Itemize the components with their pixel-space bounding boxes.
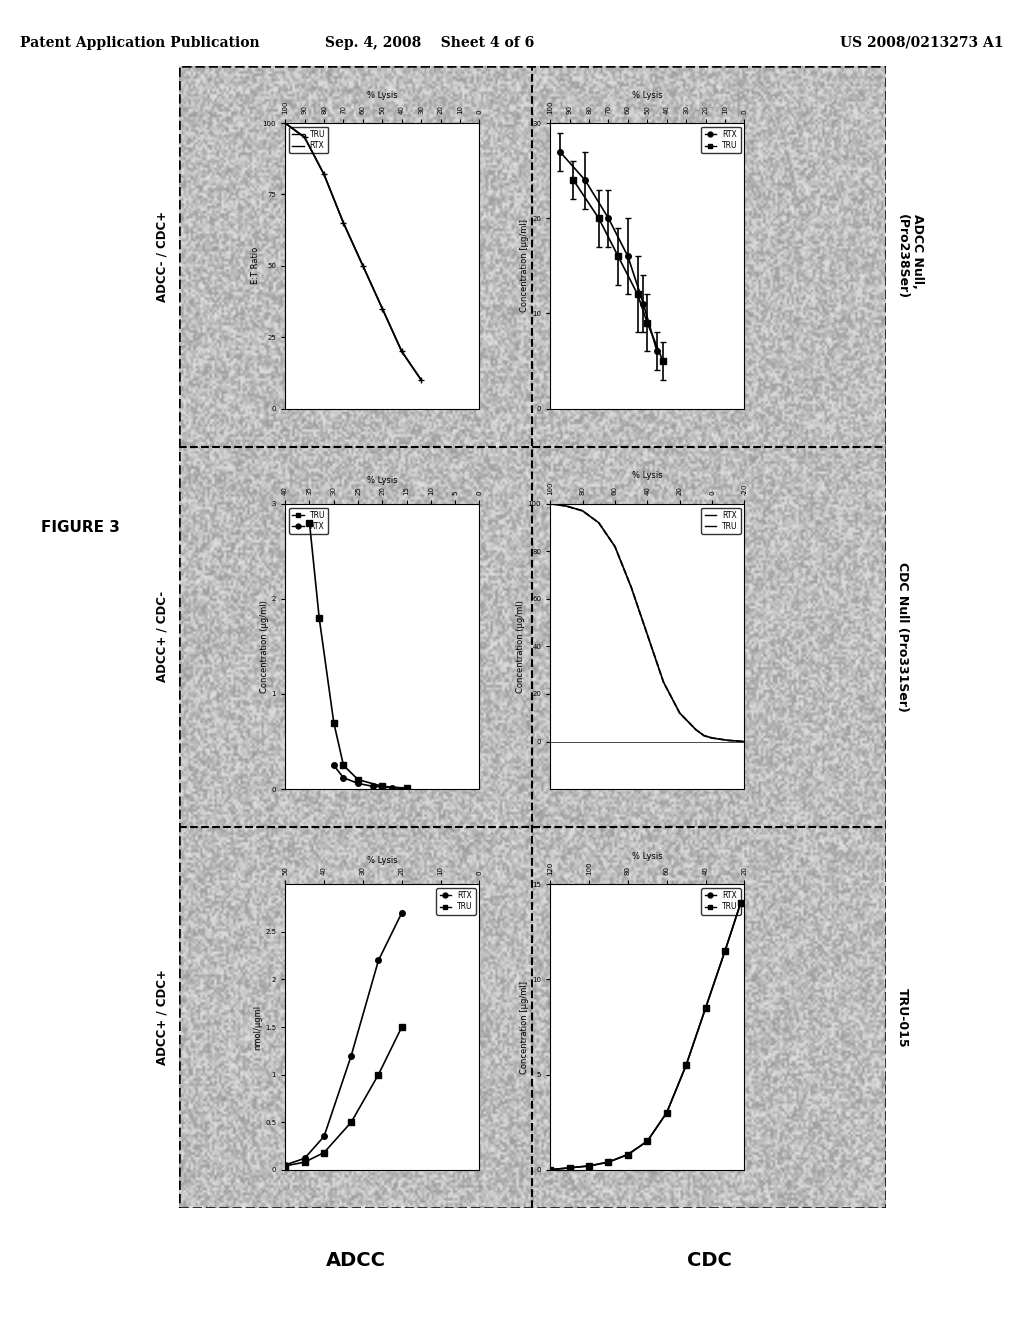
Text: TRU-015: TRU-015	[896, 987, 909, 1047]
Text: CDC Null (Pro331Ser): CDC Null (Pro331Ser)	[896, 562, 909, 711]
Legend: TRU, RTX: TRU, RTX	[289, 507, 328, 533]
Y-axis label: nmol/μgml: nmol/μgml	[253, 1005, 262, 1049]
X-axis label: % Lysis: % Lysis	[367, 477, 397, 484]
Text: ADCC- / CDC+: ADCC- / CDC+	[156, 211, 169, 302]
Y-axis label: E:T Ratio: E:T Ratio	[251, 247, 260, 284]
Text: ADCC: ADCC	[326, 1251, 386, 1270]
Legend: RTX, TRU: RTX, TRU	[701, 507, 740, 533]
Legend: RTX, TRU: RTX, TRU	[436, 888, 476, 915]
Text: ADCC Null,
(Pro238Ser): ADCC Null, (Pro238Ser)	[896, 214, 924, 298]
Legend: RTX, TRU: RTX, TRU	[701, 127, 740, 153]
Text: ADCC+ / CDC-: ADCC+ / CDC-	[156, 591, 169, 682]
Y-axis label: Concentration (μg/ml): Concentration (μg/ml)	[260, 601, 269, 693]
Y-axis label: Concentration [μg/ml]: Concentration [μg/ml]	[520, 219, 529, 313]
Legend: RTX, TRU: RTX, TRU	[701, 888, 740, 915]
X-axis label: % Lysis: % Lysis	[632, 471, 663, 480]
Legend: TRU, RTX: TRU, RTX	[289, 127, 328, 153]
Text: Sep. 4, 2008    Sheet 4 of 6: Sep. 4, 2008 Sheet 4 of 6	[326, 36, 535, 50]
Text: Patent Application Publication: Patent Application Publication	[20, 36, 260, 50]
Text: ADCC+ / CDC+: ADCC+ / CDC+	[156, 970, 169, 1065]
Y-axis label: Concentration (μg/ml): Concentration (μg/ml)	[516, 601, 525, 693]
X-axis label: % Lysis: % Lysis	[632, 91, 663, 100]
X-axis label: % Lysis: % Lysis	[632, 851, 663, 861]
X-axis label: % Lysis: % Lysis	[367, 91, 397, 100]
X-axis label: % Lysis: % Lysis	[367, 857, 397, 866]
Y-axis label: Concentration [μg/ml]: Concentration [μg/ml]	[520, 981, 529, 1073]
Text: FIGURE 3: FIGURE 3	[41, 520, 120, 536]
Text: US 2008/0213273 A1: US 2008/0213273 A1	[840, 36, 1004, 50]
Text: CDC: CDC	[687, 1251, 731, 1270]
